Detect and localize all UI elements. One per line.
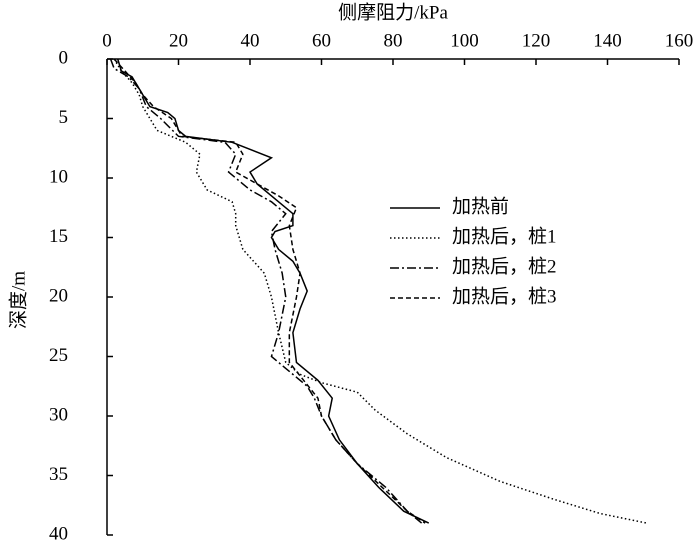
y-tick-label: 30: [49, 404, 68, 425]
y-tick-label: 0: [59, 47, 69, 68]
series-line: [109, 58, 423, 524]
x-tick-label: 20: [169, 30, 188, 51]
x-tick-label: 40: [241, 30, 260, 51]
x-tick-label: 80: [384, 30, 403, 51]
x-tick-label: 160: [665, 30, 694, 51]
y-tick-label: 15: [49, 226, 68, 247]
x-axis-title: 侧摩阻力/kPa: [338, 1, 448, 23]
legend-label: 加热后，桩1: [452, 225, 557, 247]
y-tick-label: 5: [59, 107, 69, 128]
series-line: [113, 58, 647, 524]
legend-label: 加热后，桩3: [452, 285, 557, 307]
y-tick-label: 40: [49, 523, 68, 544]
x-tick-label: 140: [593, 30, 622, 51]
y-tick-label: 25: [49, 345, 68, 366]
y-tick-label: 35: [49, 464, 68, 485]
legend-label: 加热后，桩2: [452, 255, 557, 277]
x-tick-label: 0: [102, 30, 112, 51]
series-line: [113, 58, 426, 524]
x-tick-label: 60: [312, 30, 331, 51]
x-tick-label: 120: [522, 30, 551, 51]
y-tick-label: 20: [49, 285, 68, 306]
y-axis-title: 深度/m: [7, 271, 29, 329]
legend-label: 加热前: [452, 195, 509, 217]
y-tick-label: 10: [49, 166, 68, 187]
x-tick-label: 100: [450, 30, 479, 51]
series-line: [117, 58, 430, 524]
